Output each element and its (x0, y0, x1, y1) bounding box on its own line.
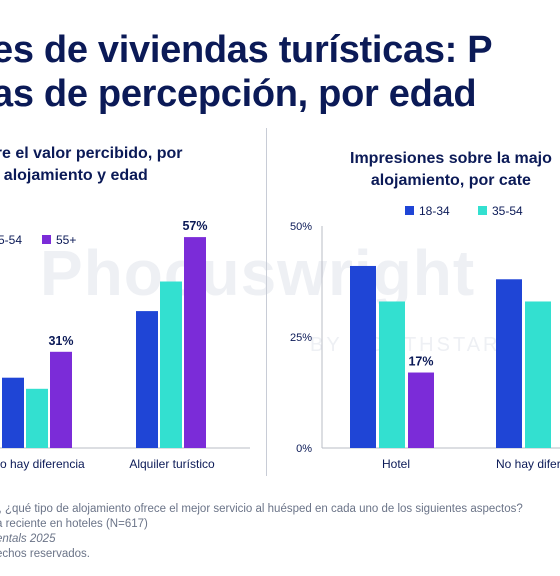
left-bar-alquiler-tur-stico-18-34 (136, 311, 158, 448)
right-chart-title: Impresiones sobre la majo alojamiento, p… (350, 148, 552, 192)
right-legend-swatch-35-54 (478, 206, 487, 215)
panel-divider (266, 128, 267, 476)
right-y-tick-0: 0% (296, 443, 312, 455)
right-chart-title-line-1: Impresiones sobre la majo (350, 150, 552, 167)
right-bar-no-hay-difer-18-34 (496, 279, 522, 448)
right-y-tick-50: 50% (290, 221, 312, 233)
page-title-line-2: as de percepción, por edad (0, 73, 477, 115)
footnote-copyright: echos reservados. (0, 548, 90, 560)
right-legend-swatch-18-34 (405, 206, 414, 215)
right-y-tick-25: 25% (290, 332, 312, 344)
left-bar-alquiler-tur-stico-35-54 (160, 281, 182, 448)
right-bar-no-hay-difer-35-54 (525, 301, 551, 448)
left-bar-no-hay-diferencia-35-54 (26, 388, 48, 448)
left-legend-swatch-55-plus (42, 235, 51, 244)
page-title: es de viviendas turísticas: P as de perc… (0, 28, 493, 116)
left-category-label-alquiler-tur-stico: Alquiler turístico (129, 457, 215, 471)
left-category-label-no-hay-diferencia: No hay diferencia (0, 457, 85, 471)
right-category-label-hotel: Hotel (382, 457, 410, 471)
left-bar-no-hay-diferencia-55 (50, 351, 72, 448)
right-chart-title-line-2: alojamiento, por cate (370, 172, 531, 189)
footnote-source: entals 2025 (0, 533, 56, 545)
footnote-question: l, ¿qué tipo de alojamiento ofrece el me… (0, 503, 523, 515)
right-legend-label-18-34: 18-34 (419, 204, 450, 218)
left-chart-title-line-1: bre el valor percibido, por (0, 145, 183, 162)
left-data-label-alquiler-tur-stico-55: 57% (182, 219, 207, 233)
left-legend-label-35-54: 5-54 (0, 233, 22, 247)
left-chart-title-line-2: le alojamiento y edad (0, 167, 148, 184)
right-data-label-hotel-55: 17% (408, 355, 433, 369)
watermark-logo: Phocuswright (40, 237, 476, 309)
right-bar-hotel-35-54 (379, 301, 405, 448)
left-bar-alquiler-tur-stico-55 (184, 237, 206, 448)
left-chart-title: bre el valor percibido, por le alojamien… (0, 143, 183, 187)
right-category-label-no-hay-diferencia: No hay difer (496, 457, 560, 471)
footnotes: l, ¿qué tipo de alojamiento ofrece el me… (0, 502, 523, 562)
right-bar-hotel-18-34 (350, 265, 376, 448)
left-legend-label-55-plus: 55+ (56, 233, 76, 247)
footnote-sample: a reciente en hoteles (N=617) (0, 518, 148, 530)
right-legend-label-35-54: 35-54 (492, 204, 523, 218)
left-data-label-no-hay-diferencia-55: 31% (48, 334, 73, 348)
right-bar-hotel-55 (408, 372, 434, 448)
page-title-line-1: es de viviendas turísticas: P (0, 29, 493, 71)
left-bar-no-hay-diferencia-18-34 (2, 377, 24, 448)
